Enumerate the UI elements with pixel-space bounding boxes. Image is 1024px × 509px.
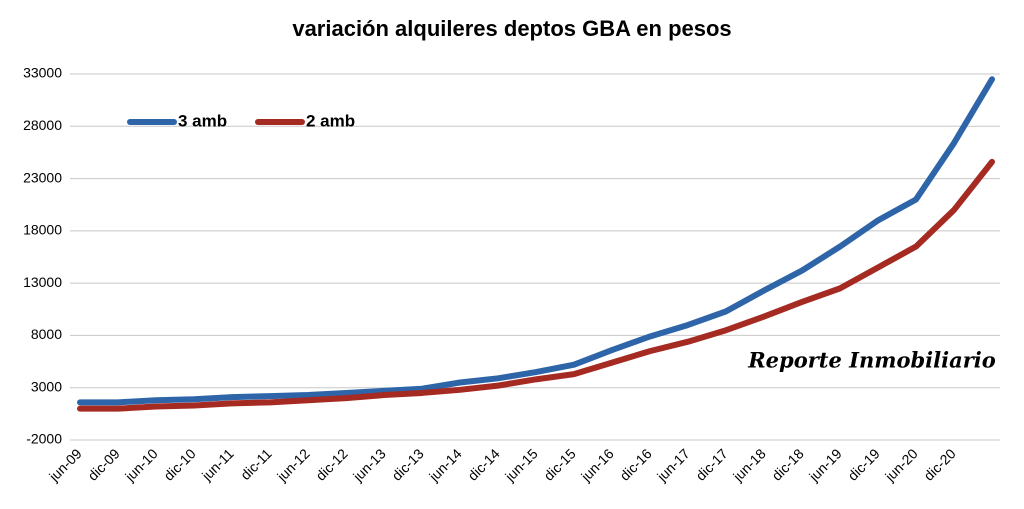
x-tick-label: jun-20: [881, 445, 921, 485]
x-tick-label: jun-15: [501, 445, 541, 485]
y-tick-label: 23000: [23, 169, 62, 185]
x-tick-label: dic-12: [312, 445, 350, 483]
line-series: [77, 76, 995, 406]
watermark: Reporte Inmobiliario: [747, 348, 996, 373]
x-tick-label: dic-11: [237, 445, 275, 483]
y-tick-label: 8000: [31, 326, 62, 342]
x-tick-label: jun-12: [273, 445, 313, 485]
y-tick-label: 13000: [23, 274, 62, 290]
x-tick-label: dic-14: [464, 445, 502, 483]
x-tick-label: dic-18: [768, 445, 806, 483]
x-tick-label: dic-13: [388, 445, 426, 483]
y-tick-label: 33000: [23, 65, 62, 81]
y-tick-label: 28000: [23, 117, 62, 133]
x-tick-label: jun-10: [121, 445, 161, 485]
x-tick-label: dic-15: [540, 445, 578, 483]
x-tick-label: dic-17: [692, 445, 730, 483]
x-tick-label: jun-14: [425, 445, 465, 485]
x-tick-label: dic-10: [160, 445, 198, 483]
y-tick-label: -2000: [26, 431, 62, 447]
chart-title: variación alquileres deptos GBA en pesos: [292, 16, 731, 41]
x-tick-label: jun-09: [45, 445, 85, 485]
y-tick-label: 18000: [23, 222, 62, 238]
y-tick-label: 3000: [31, 378, 62, 394]
x-tick-label: dic-16: [616, 445, 654, 483]
x-tick-label: jun-11: [198, 445, 237, 484]
legend-label: 2 amb: [306, 111, 355, 130]
legend-label: 3 amb: [178, 111, 227, 130]
x-tick-label: jun-16: [577, 445, 617, 485]
x-tick-label: jun-17: [653, 445, 693, 485]
x-tick-label: jun-19: [805, 445, 845, 485]
x-tick-label: jun-18: [729, 445, 769, 485]
x-tick-label: dic-20: [920, 445, 958, 483]
x-tick-label: dic-19: [844, 445, 882, 483]
x-tick-label: jun-13: [349, 445, 389, 485]
x-tick-label: dic-09: [84, 445, 122, 483]
line-series: [77, 158, 995, 412]
